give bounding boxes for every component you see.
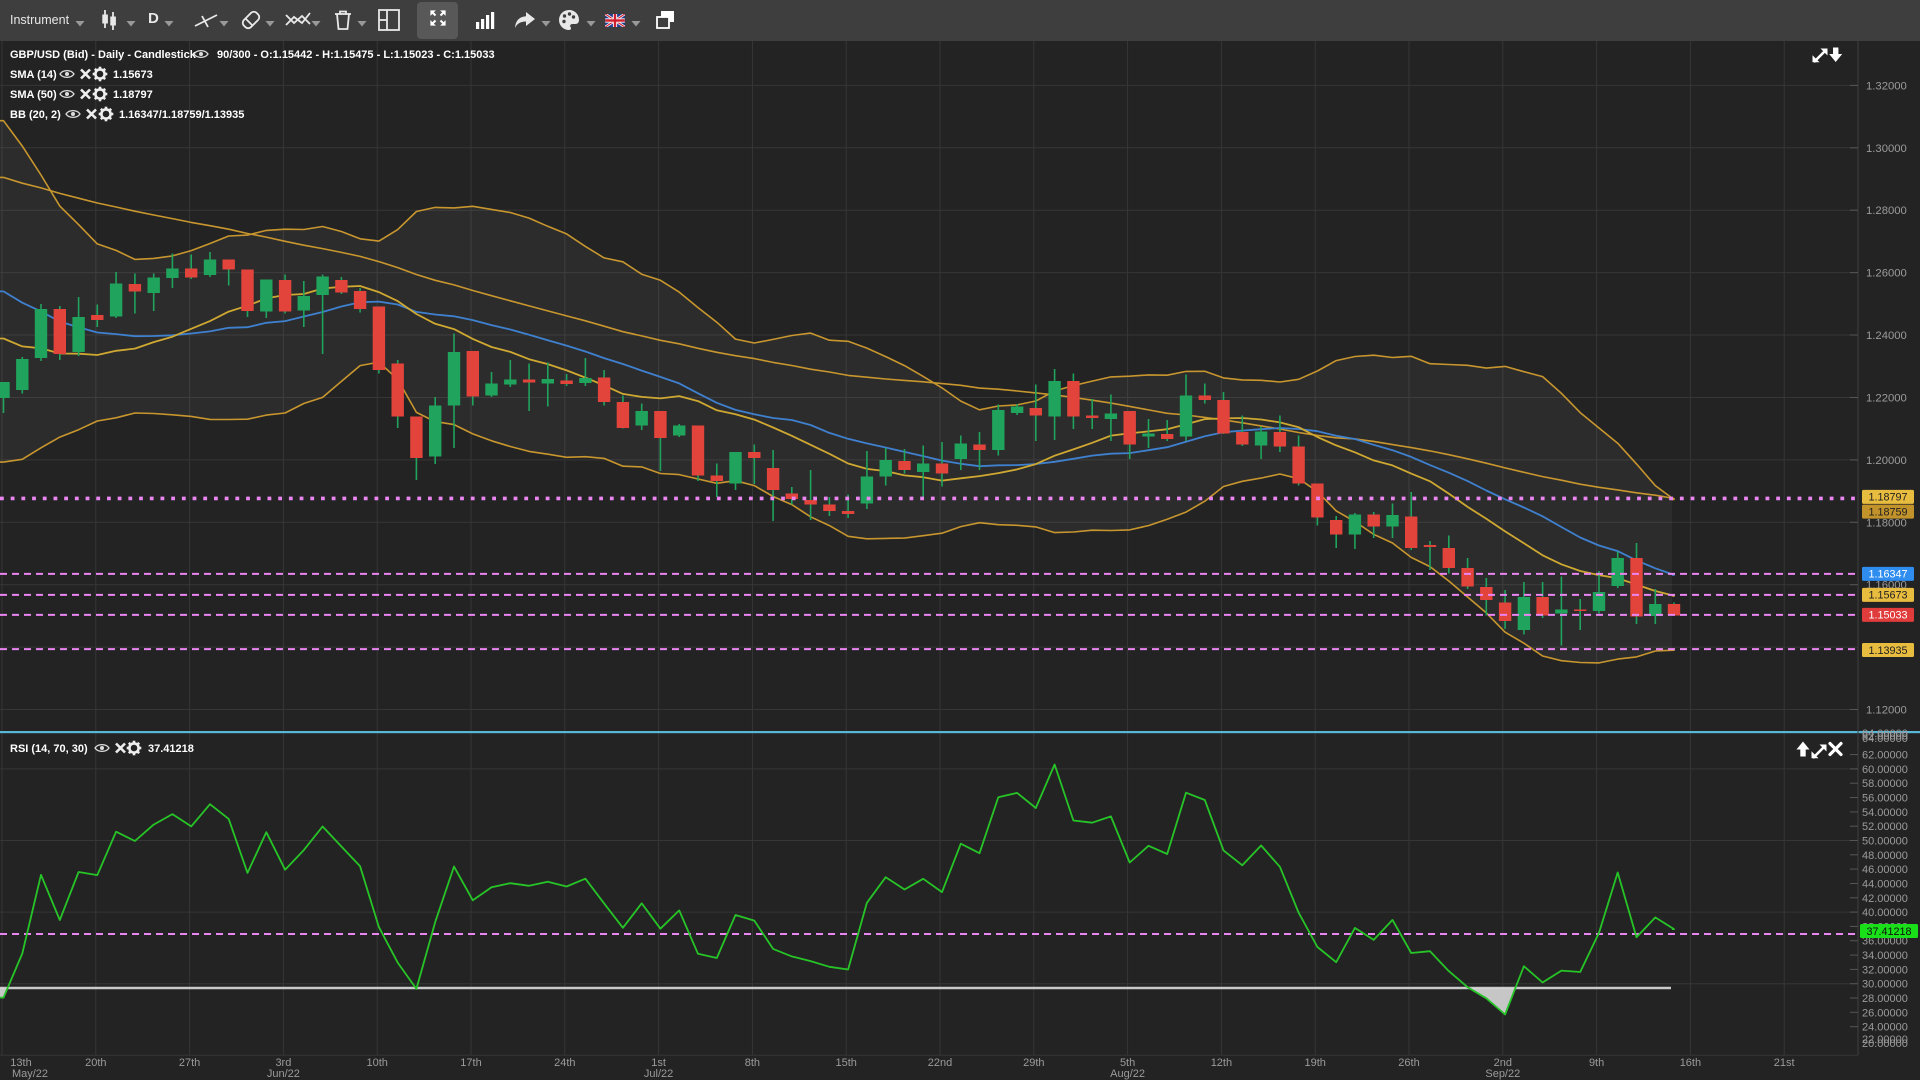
svg-text:Jul/22: Jul/22 <box>644 1068 673 1080</box>
svg-text:1st: 1st <box>651 1057 666 1069</box>
svg-text:52.00000: 52.00000 <box>1862 821 1908 833</box>
svg-text:BB (20, 2): BB (20, 2) <box>10 109 61 121</box>
svg-text:1.12000: 1.12000 <box>1866 705 1907 717</box>
svg-text:1.26000: 1.26000 <box>1866 268 1907 280</box>
svg-text:20.00000: 20.00000 <box>1862 1038 1908 1050</box>
svg-text:Jun/22: Jun/22 <box>267 1068 300 1080</box>
svg-text:3rd: 3rd <box>275 1057 291 1069</box>
svg-text:90/300 - O:1.15442 - H:1.15475: 90/300 - O:1.15442 - H:1.15475 - L:1.150… <box>217 49 495 61</box>
svg-text:29th: 29th <box>1023 1057 1044 1069</box>
svg-text:20th: 20th <box>85 1057 106 1069</box>
svg-text:32.00000: 32.00000 <box>1862 964 1908 976</box>
svg-text:1.15673: 1.15673 <box>113 69 153 81</box>
svg-text:24th: 24th <box>554 1057 575 1069</box>
svg-text:Sep/22: Sep/22 <box>1485 1068 1520 1080</box>
svg-text:36.00000: 36.00000 <box>1862 936 1908 948</box>
svg-text:62.00000: 62.00000 <box>1862 750 1908 762</box>
svg-text:1.28000: 1.28000 <box>1866 205 1907 217</box>
svg-text:28.00000: 28.00000 <box>1862 993 1908 1005</box>
svg-text:26th: 26th <box>1398 1057 1419 1069</box>
svg-text:1.20000: 1.20000 <box>1866 455 1907 467</box>
svg-text:1.13935: 1.13935 <box>1868 645 1907 657</box>
svg-text:15th: 15th <box>835 1057 856 1069</box>
svg-text:1.16347: 1.16347 <box>1868 569 1907 581</box>
svg-text:40.00000: 40.00000 <box>1862 907 1908 919</box>
svg-text:Aug/22: Aug/22 <box>1110 1068 1145 1080</box>
svg-text:27th: 27th <box>179 1057 200 1069</box>
svg-text:48.00000: 48.00000 <box>1862 850 1908 862</box>
svg-text:1.22000: 1.22000 <box>1866 393 1907 405</box>
svg-text:22.00000: 22.00000 <box>1862 1034 1908 1046</box>
svg-text:22nd: 22nd <box>928 1057 952 1069</box>
svg-text:84.00000: 84.00000 <box>1862 728 1908 740</box>
svg-text:24.00000: 24.00000 <box>1862 1022 1908 1034</box>
svg-text:16th: 16th <box>1680 1057 1701 1069</box>
svg-text:60.00000: 60.00000 <box>1862 764 1908 776</box>
svg-text:GBP/USD (Bid) - Daily - Candle: GBP/USD (Bid) - Daily - Candlestick <box>10 49 197 61</box>
svg-text:1.15033: 1.15033 <box>1868 610 1907 622</box>
svg-text:50.00000: 50.00000 <box>1862 836 1908 848</box>
svg-text:34.00000: 34.00000 <box>1862 950 1908 962</box>
svg-text:21st: 21st <box>1774 1057 1795 1069</box>
svg-text:8th: 8th <box>745 1057 760 1069</box>
svg-text:37.41218: 37.41218 <box>1866 926 1911 938</box>
svg-text:1.18797: 1.18797 <box>113 89 153 101</box>
svg-text:30.00000: 30.00000 <box>1862 979 1908 991</box>
svg-text:54.00000: 54.00000 <box>1862 807 1908 819</box>
svg-text:5th: 5th <box>1120 1057 1135 1069</box>
svg-text:56.00000: 56.00000 <box>1862 793 1908 805</box>
svg-text:1.18000: 1.18000 <box>1866 517 1907 529</box>
svg-text:42.00000: 42.00000 <box>1862 893 1908 905</box>
svg-text:1.15673: 1.15673 <box>1868 590 1907 602</box>
svg-text:12th: 12th <box>1211 1057 1232 1069</box>
svg-text:17th: 17th <box>460 1057 481 1069</box>
svg-text:64.00000: 64.00000 <box>1862 733 1908 745</box>
svg-text:1.18759: 1.18759 <box>1868 506 1907 518</box>
svg-text:19th: 19th <box>1304 1057 1325 1069</box>
svg-text:2nd: 2nd <box>1494 1057 1512 1069</box>
svg-text:82.00000: 82.00000 <box>1862 731 1908 743</box>
svg-text:9th: 9th <box>1589 1057 1604 1069</box>
svg-text:58.00000: 58.00000 <box>1862 778 1908 790</box>
svg-text:1.24000: 1.24000 <box>1866 330 1907 342</box>
svg-text:1.30000: 1.30000 <box>1866 143 1907 155</box>
svg-text:46.00000: 46.00000 <box>1862 864 1908 876</box>
svg-text:1.18797: 1.18797 <box>1868 492 1907 504</box>
svg-text:May/22: May/22 <box>12 1068 48 1080</box>
svg-text:10th: 10th <box>366 1057 387 1069</box>
svg-text:SMA (50): SMA (50) <box>10 89 57 101</box>
svg-text:37.41218: 37.41218 <box>148 743 194 755</box>
svg-text:1.32000: 1.32000 <box>1866 80 1907 92</box>
svg-text:13th: 13th <box>10 1057 31 1069</box>
svg-text:1.16347/1.18759/1.13935: 1.16347/1.18759/1.13935 <box>119 109 244 121</box>
svg-text:44.00000: 44.00000 <box>1862 879 1908 891</box>
svg-text:26.00000: 26.00000 <box>1862 1007 1908 1019</box>
svg-text:RSI (14, 70, 30): RSI (14, 70, 30) <box>10 743 88 755</box>
svg-text:SMA (14): SMA (14) <box>10 69 57 81</box>
